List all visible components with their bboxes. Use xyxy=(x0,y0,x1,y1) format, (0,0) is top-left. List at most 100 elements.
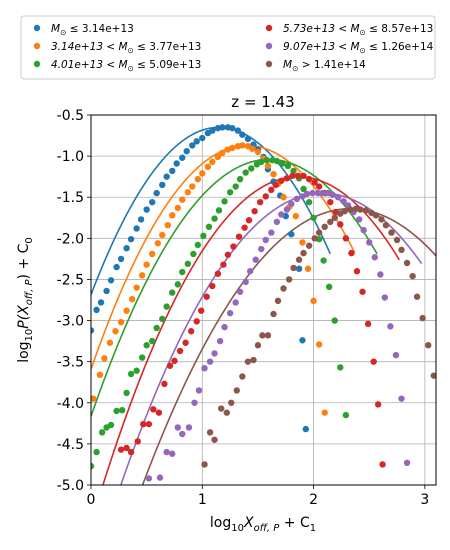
data-point-series-5 xyxy=(191,399,198,406)
data-point-series-1 xyxy=(153,189,160,197)
y-tick-label: -5.0 xyxy=(57,478,84,494)
data-point-series-4 xyxy=(256,198,264,206)
data-point-series-4 xyxy=(272,181,279,189)
data-point-series-5 xyxy=(377,271,384,278)
data-point-series-1 xyxy=(133,225,140,232)
data-point-series-2 xyxy=(292,212,299,220)
legend-marker xyxy=(33,60,41,68)
data-point-series-2 xyxy=(209,158,216,166)
data-point-series-1 xyxy=(123,245,130,252)
data-point-series-2 xyxy=(159,231,166,239)
legend-marker xyxy=(265,42,273,50)
data-point-series-5 xyxy=(329,191,336,198)
data-point-series-6 xyxy=(311,235,318,242)
data-point-series-1 xyxy=(127,235,135,243)
data-point-series-5 xyxy=(211,350,218,357)
data-point-series-4 xyxy=(197,307,205,314)
legend-marker xyxy=(265,24,273,32)
data-point-series-5 xyxy=(319,189,326,197)
data-point-series-6 xyxy=(244,358,252,365)
data-point-series-3 xyxy=(194,241,202,249)
data-point-series-3 xyxy=(248,165,255,172)
legend-marker xyxy=(33,24,41,32)
data-point-series-2 xyxy=(270,171,277,178)
data-point-series-1 xyxy=(93,306,100,314)
x-tick-label: 1 xyxy=(198,492,207,508)
x-tick-label: 2 xyxy=(309,492,318,508)
data-point-series-5 xyxy=(221,323,228,331)
data-point-series-4 xyxy=(214,270,222,277)
data-point-series-3 xyxy=(342,411,350,419)
data-point-series-6 xyxy=(409,272,416,280)
data-point-series-6 xyxy=(250,356,257,364)
data-point-series-4 xyxy=(241,224,248,231)
data-point-series-3 xyxy=(143,342,150,349)
data-point-series-4 xyxy=(305,175,313,183)
data-point-series-5 xyxy=(145,475,153,482)
data-point-series-1 xyxy=(219,124,226,131)
data-point-series-1 xyxy=(193,138,200,145)
data-point-series-4 xyxy=(315,183,323,190)
data-point-series-2 xyxy=(304,265,312,272)
plot-frame xyxy=(90,114,437,486)
data-point-series-4 xyxy=(171,357,178,365)
data-point-series-2 xyxy=(229,144,236,152)
data-point-series-1 xyxy=(295,265,303,272)
data-point-series-3 xyxy=(98,429,106,436)
data-point-series-5 xyxy=(262,236,269,244)
data-point-series-2 xyxy=(123,307,130,314)
data-point-series-6 xyxy=(218,405,225,412)
data-point-series-2 xyxy=(101,355,108,362)
data-point-series-1 xyxy=(159,181,166,189)
data-point-series-4 xyxy=(364,320,372,328)
data-point-series-4 xyxy=(176,347,184,355)
data-point-series-4 xyxy=(342,235,350,242)
data-point-series-6 xyxy=(321,223,328,231)
data-point-series-6 xyxy=(290,264,297,272)
data-point-series-4 xyxy=(117,446,125,453)
data-point-series-5 xyxy=(381,294,389,301)
data-point-series-5 xyxy=(309,189,316,197)
y-tick-label: -0.5 xyxy=(57,108,84,124)
data-point-series-2 xyxy=(117,319,125,326)
data-point-series-2 xyxy=(321,409,328,416)
data-point-series-1 xyxy=(239,131,246,138)
data-point-series-6 xyxy=(259,332,266,339)
data-point-series-5 xyxy=(387,323,394,330)
data-point-series-3 xyxy=(91,462,95,470)
data-point-series-5 xyxy=(288,200,295,207)
data-point-series-6 xyxy=(228,399,235,406)
data-point-series-4 xyxy=(359,288,366,295)
data-point-series-6 xyxy=(239,373,246,380)
data-point-series-3 xyxy=(263,157,271,164)
data-point-series-5 xyxy=(356,216,363,223)
data-point-series-1 xyxy=(244,135,252,143)
data-point-series-3 xyxy=(226,189,234,196)
data-point-series-3 xyxy=(305,198,313,206)
data-point-series-6 xyxy=(413,293,421,300)
data-point-series-3 xyxy=(107,421,115,429)
data-point-series-4 xyxy=(348,249,355,257)
fit-curve-3 xyxy=(91,158,378,417)
data-point-series-1 xyxy=(149,198,156,206)
legend-marker xyxy=(265,60,273,68)
data-point-series-3 xyxy=(337,364,344,371)
data-point-series-6 xyxy=(403,259,411,267)
data-point-series-6 xyxy=(393,236,401,244)
data-point-series-4 xyxy=(230,243,237,250)
data-point-series-6 xyxy=(372,212,380,219)
data-point-series-5 xyxy=(366,239,373,246)
data-point-series-4 xyxy=(374,401,382,408)
data-point-series-4 xyxy=(370,358,377,365)
data-point-series-5 xyxy=(242,278,249,286)
data-point-series-5 xyxy=(273,218,281,226)
data-point-series-2 xyxy=(149,250,156,258)
data-point-series-3 xyxy=(133,367,140,374)
data-point-series-4 xyxy=(140,420,147,428)
data-point-series-2 xyxy=(143,261,150,268)
data-point-series-4 xyxy=(251,208,258,215)
data-point-series-5 xyxy=(334,194,342,201)
data-point-series-1 xyxy=(103,287,110,295)
data-point-series-1 xyxy=(137,216,145,223)
